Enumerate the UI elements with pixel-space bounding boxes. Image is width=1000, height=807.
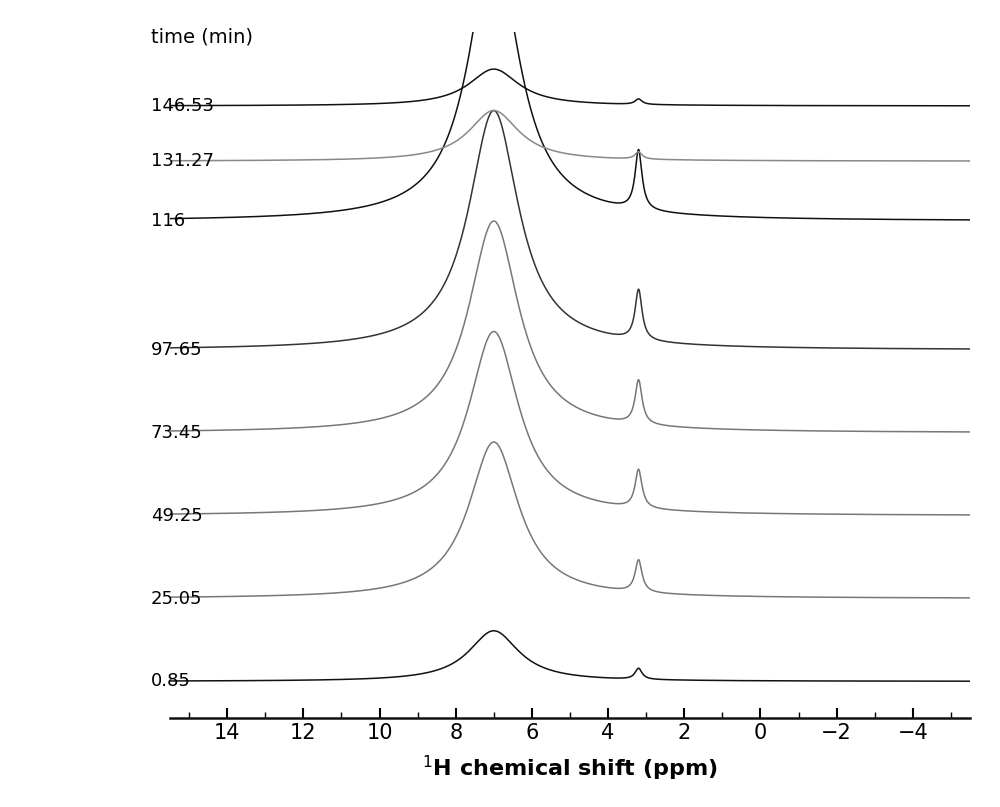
- Text: 131.27: 131.27: [151, 153, 214, 170]
- Text: 116: 116: [151, 212, 185, 230]
- Text: 73.45: 73.45: [151, 424, 203, 441]
- Text: 49.25: 49.25: [151, 507, 203, 525]
- Text: time (min): time (min): [151, 27, 253, 46]
- Text: 97.65: 97.65: [151, 341, 203, 359]
- Text: 25.05: 25.05: [151, 590, 202, 608]
- Text: 146.53: 146.53: [151, 97, 214, 115]
- X-axis label: $^{1}$H chemical shift (ppm): $^{1}$H chemical shift (ppm): [422, 755, 718, 784]
- Text: 0.85: 0.85: [151, 672, 191, 691]
